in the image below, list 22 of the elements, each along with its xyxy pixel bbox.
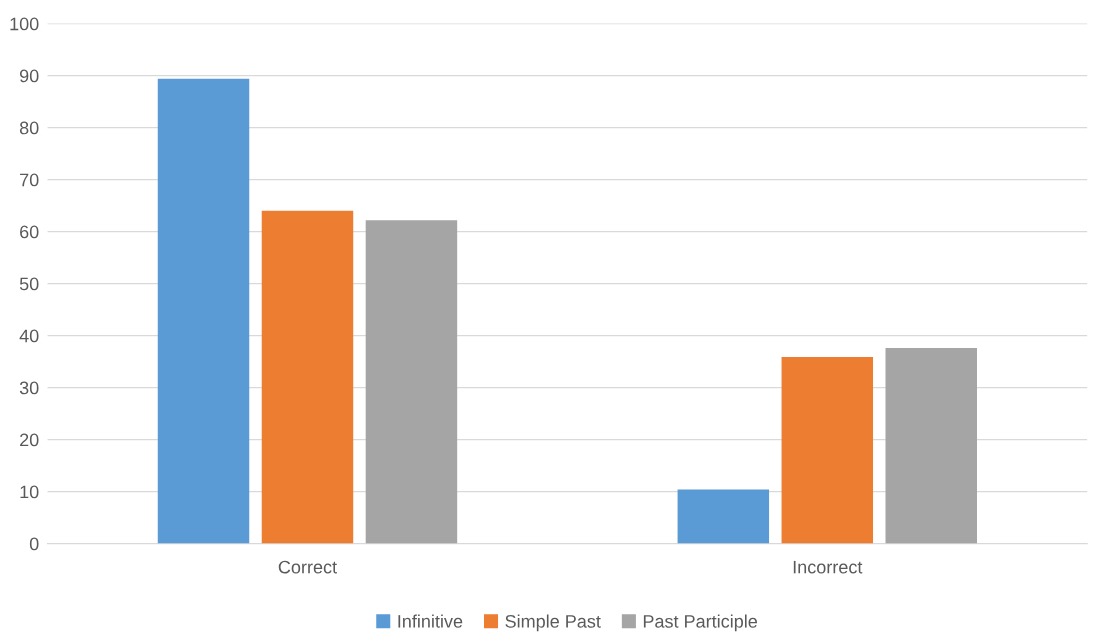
y-tick-label: 50 <box>19 277 39 291</box>
legend-label: Past Participle <box>643 614 758 632</box>
bar <box>261 210 354 544</box>
y-tick-label: 90 <box>19 69 39 83</box>
x-tick-label: Correct <box>278 560 337 574</box>
bar <box>157 78 250 544</box>
y-tick-label: 100 <box>10 17 39 31</box>
y-tick-label: 20 <box>20 433 39 447</box>
y-tick-label: 0 <box>29 537 39 551</box>
y-tick-label: 40 <box>19 329 39 343</box>
y-tick-label: 60 <box>20 225 39 239</box>
y-tick-label: 80 <box>19 121 39 135</box>
y-tick-label: 70 <box>20 173 39 187</box>
y-tick-label: 10 <box>20 485 39 499</box>
legend-label: Simple Past <box>505 614 601 632</box>
bar <box>365 220 458 544</box>
x-tick-label: Incorrect <box>793 560 863 574</box>
legend-label: Infinitive <box>398 614 463 628</box>
bar <box>781 356 874 544</box>
y-tick-label: 30 <box>19 381 39 395</box>
bar <box>677 489 770 544</box>
bar <box>885 348 977 544</box>
